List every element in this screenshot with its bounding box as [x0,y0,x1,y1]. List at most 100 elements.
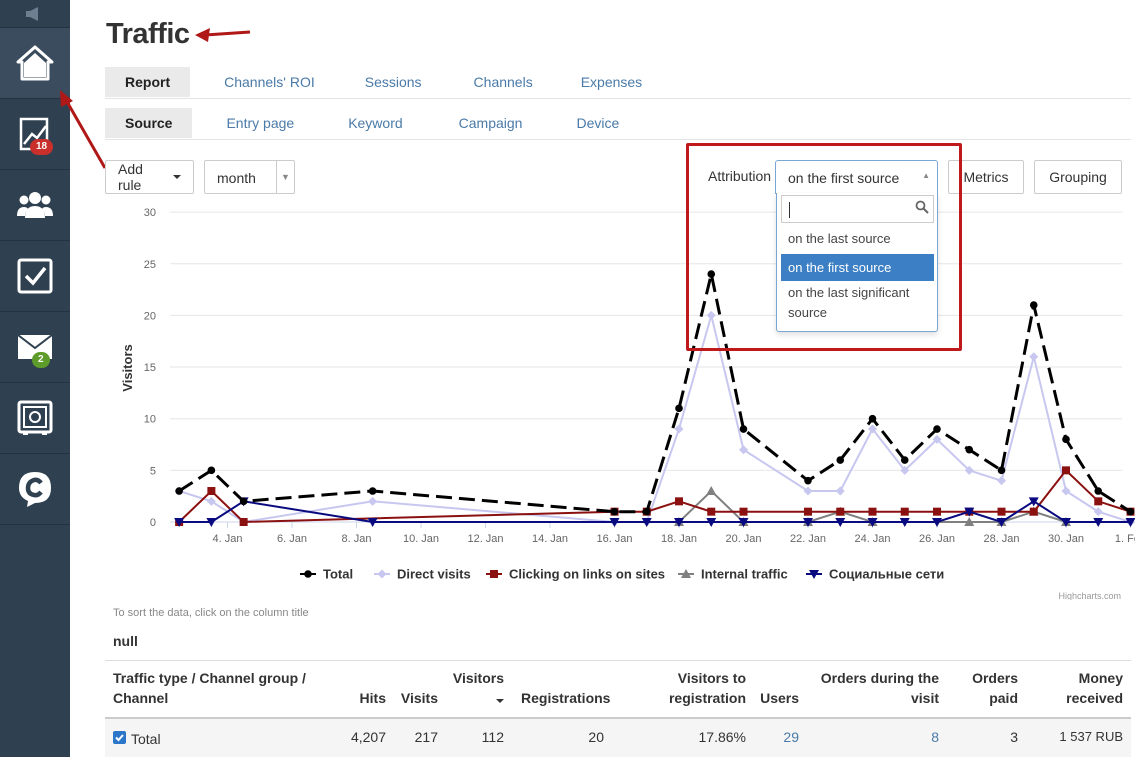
metrics-label: Metrics [963,169,1009,185]
cell-visitors-to-registration: 17.86% [698,729,746,745]
primary-tabs-divider [105,98,1131,99]
data-point [707,270,716,278]
data-point [674,424,684,434]
checkmark-icon [115,734,124,742]
col-visitors-to-registration[interactable]: Visitors to registration [668,670,746,706]
y-tick-label: 25 [144,259,156,271]
data-point [610,507,619,516]
cell-hits: 4,207 [350,729,386,745]
tab-channels[interactable]: Channels [473,74,533,90]
data-point [1093,507,1103,517]
tab-channels-roi[interactable]: Channels' ROI [224,74,315,90]
data-point [900,507,909,516]
data-point [706,518,717,527]
attribution-option-first-source[interactable]: on the first source [781,254,934,281]
chart-credit: Highcharts.com [1058,591,1121,600]
legend-marker [304,570,312,578]
grouping-button[interactable]: Grouping [1034,160,1122,194]
attribution-select[interactable]: on the first source ▲ [775,160,938,194]
cell-users-link[interactable]: 29 [783,729,799,745]
sidebar-item-announcements[interactable] [0,0,70,28]
series-line-3 [678,489,1067,523]
data-point [1093,518,1104,527]
period-select[interactable]: month ▼ [204,160,295,194]
data-point [368,487,377,495]
col-hits[interactable]: Hits [359,690,386,706]
col-orders-during-visit[interactable]: Orders during the visit [820,670,939,706]
y-tick-label: 20 [144,310,156,322]
sort-hint: To sort the data, click on the column ti… [113,607,309,619]
y-tick-label: 10 [144,414,156,426]
table-row [105,719,1131,757]
data-point [835,486,845,496]
total-checkbox[interactable] [113,731,126,744]
sidebar-item-safe[interactable] [0,383,70,454]
sidebar-item-users[interactable] [0,170,70,241]
metrics-button[interactable]: Metrics [948,160,1024,194]
x-tick-label: 6. Jan [277,533,307,545]
tab-device[interactable]: Device [576,115,620,131]
home-icon [16,45,54,81]
cell-orders-paid: 3 [1010,729,1018,745]
tab-entry-page[interactable]: Entry page [226,115,295,131]
x-tick-label: 10. Jan [403,533,439,545]
col-visits[interactable]: Visits [400,690,438,706]
legend-item: Социальные сети [829,567,944,582]
group-label: null [113,633,138,649]
col-money-received[interactable]: Money received [1066,670,1123,706]
data-point [206,518,217,527]
safe-icon [17,400,53,435]
attribution-search-input[interactable] [781,195,934,223]
data-point [997,466,1006,475]
cell-visits: 217 [414,729,438,745]
period-value: month [217,170,256,186]
sidebar-item-analytics[interactable]: 18 [0,99,70,170]
col-users[interactable]: Users [760,690,799,706]
grouping-label: Grouping [1049,169,1107,185]
tab-sessions[interactable]: Sessions [364,74,422,90]
sidebar-item-mail[interactable]: 2 [0,312,70,383]
attribution-dropdown: on the last source on the first source o… [776,193,938,332]
attribution-option-last-source[interactable]: on the last source [788,231,891,246]
data-point [641,518,652,527]
series-line-1 [178,311,1131,524]
primary-tabs: Report Channels' ROI Sessions Channels E… [105,67,670,97]
text-cursor [789,202,790,218]
attribution-value: on the first source [788,170,900,186]
col-visitors[interactable]: Visitors [440,668,504,708]
legend-item: Clicking on links on sites [509,567,665,582]
x-tick-label: 24. Jan [854,533,890,545]
data-point [932,518,942,527]
x-tick-label: 22. Jan [790,533,826,545]
cell-money-received: 1 537 RUB [1059,729,1123,744]
data-point [1061,518,1071,527]
cell-visitors: 112 [481,729,504,745]
sidebar-item-tasks[interactable] [0,241,70,312]
x-tick-label: 4. Jan [213,533,243,545]
col-registrations[interactable]: Registrations [521,690,611,706]
data-point [1062,435,1070,444]
attribution-option-last-significant-source[interactable]: on the last significant source [788,285,910,320]
tab-keyword[interactable]: Keyword [348,115,403,131]
sidebar-item-home[interactable] [0,28,70,99]
title-annotation-arrowhead [195,28,210,42]
caret-down-icon [173,175,181,179]
data-point [1125,518,1135,527]
data-point [804,507,812,516]
secondary-tabs: Source Entry page Keyword Campaign Devic… [105,108,653,138]
annotation-arrows [60,28,251,169]
sidebar-item-chat[interactable] [0,454,70,525]
col-traffic-type[interactable]: Traffic type / Channel group / Channel [113,670,306,706]
tab-campaign[interactable]: Campaign [458,115,523,131]
cell-orders-during-visit-link[interactable]: 8 [931,729,939,745]
tab-source[interactable]: Source [105,108,193,138]
tab-report[interactable]: Report [105,67,191,97]
legend-marker [490,570,498,578]
x-tick-label: 28. Jan [983,533,1019,545]
tab-expenses[interactable]: Expenses [580,74,643,90]
data-point [707,507,716,516]
add-rule-button[interactable]: Add rule [105,160,194,194]
data-point [609,518,620,527]
data-point [900,465,910,475]
col-orders-paid[interactable]: Orders paid [972,670,1018,706]
